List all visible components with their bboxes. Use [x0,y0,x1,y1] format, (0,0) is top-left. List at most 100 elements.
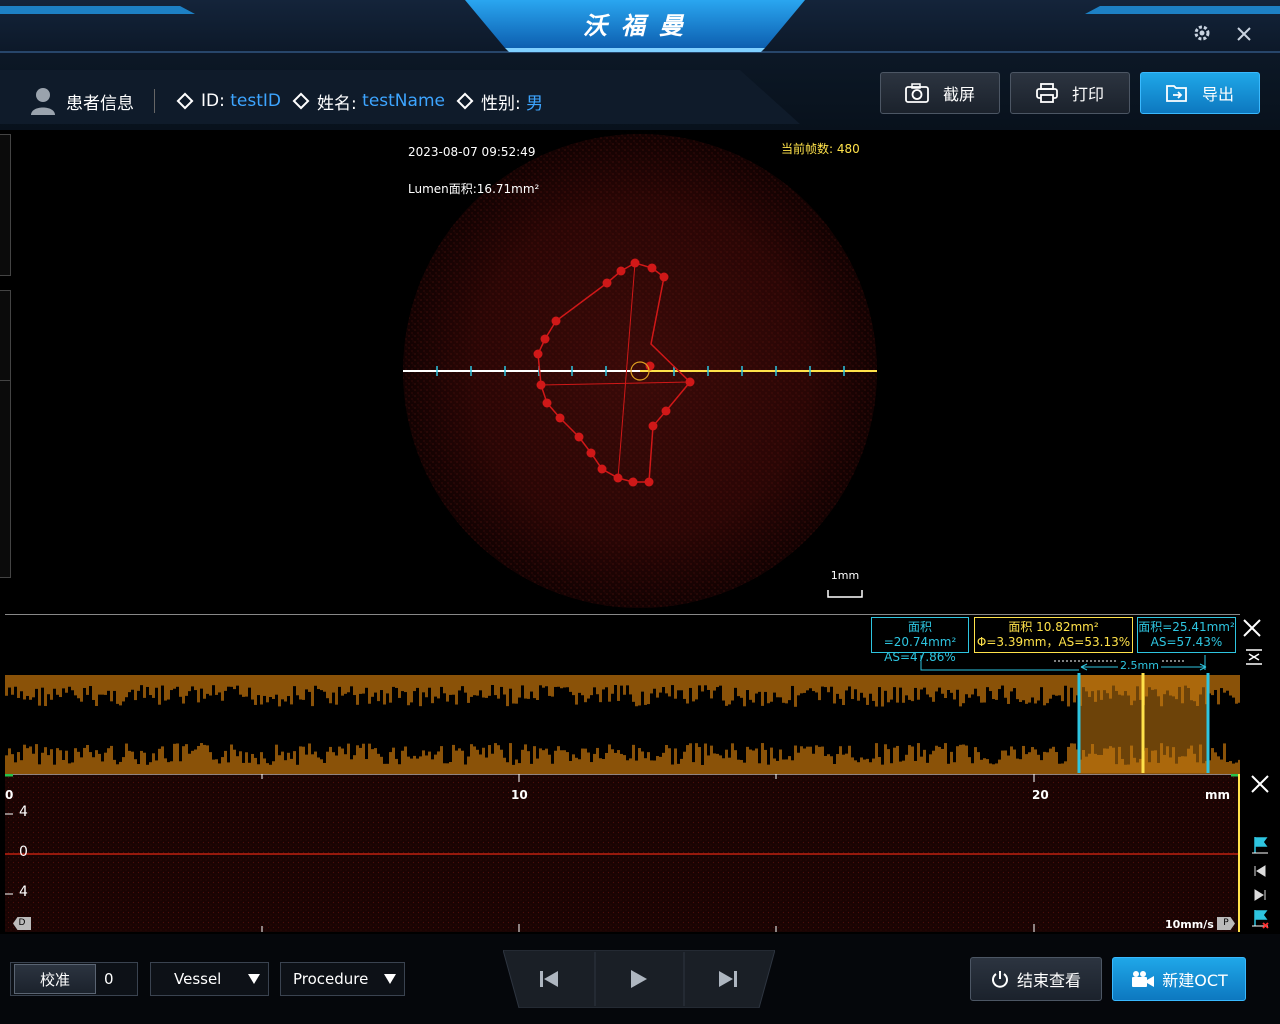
patient-section-label: 患者信息 [66,93,134,114]
export-label: 导出 [1201,85,1234,104]
lumen-band [5,685,1240,765]
longitudinal-view[interactable] [5,614,1240,775]
frame-timestamp: 2023-08-07 09:52:49 [408,145,536,159]
diamond-icon [456,92,474,110]
calibrate-group: 校准 0 [10,962,138,996]
add-bookmark-button[interactable] [1243,834,1277,856]
vessel-select-value: Vessel [174,970,222,988]
x-tick-10: 10 [511,788,528,802]
close-icon [1243,619,1261,637]
end-view-label: 结束查看 [1016,971,1081,990]
calibrate-button[interactable]: 校准 [14,964,96,994]
distal-marker[interactable]: D [13,917,31,930]
x-unit: mm [1205,788,1231,802]
patient-name-label: 姓名: [317,93,357,114]
stenosis-length-label: 2.5mm [1118,659,1161,672]
oct-cross-section-view[interactable] [0,130,1270,614]
close-pullback-button[interactable] [1250,774,1272,796]
power-icon [992,971,1008,988]
scale-bar [827,590,863,598]
measure-right-line1: 面积=25.41mm² [1138,620,1235,634]
x-tick-20: 20 [1032,788,1049,802]
prev-bookmark-button[interactable] [1243,860,1277,882]
chevron-down-icon [248,974,260,984]
collapse-icon [1246,649,1262,665]
calibrate-value[interactable]: 0 [104,970,114,988]
pullback-speed: 10mm/s [1165,918,1214,931]
lumen-area-readout: Lumen面积:16.71mm² [408,182,540,196]
left-panel-tab-3[interactable] [0,380,11,578]
header-decor [0,70,800,124]
procedure-select[interactable]: Procedure [280,962,405,996]
diamond-icon [292,92,310,110]
measure-box-center[interactable]: 面积 10.82mm² Φ=3.39mm，AS=53.13% [974,617,1133,653]
diameter-line-1 [617,262,636,479]
lumen-contour[interactable] [537,262,692,483]
prev-icon [1254,865,1266,877]
current-frame-readout: 当前帧数: 480 [781,140,860,157]
previous-frame-button[interactable] [505,952,593,1006]
end-view-button[interactable]: 结束查看 [970,957,1102,1001]
vessel-select[interactable]: Vessel [150,962,269,996]
close-window-button[interactable] [1232,24,1256,48]
measure-box-left[interactable]: 面积=20.74mm² AS=47.86% [871,617,969,664]
procedure-select-value: Procedure [293,970,369,988]
screenshot-button[interactable]: 截屏 [880,72,1000,114]
measure-left-line2: AS=47.86% [884,650,956,664]
export-icon [1166,85,1187,102]
diameter-line-2 [650,276,665,345]
divider [154,89,155,113]
patient-info: 患者信息 ID: testID 姓名: testName 性别: 男 [30,86,543,116]
longitudinal-image [5,655,1240,775]
measure-center-line1: 面积 10.82mm² [1008,620,1099,634]
video-camera-icon [1132,971,1155,987]
close-lmode-button[interactable] [1242,618,1264,640]
left-panel-tab-2[interactable] [0,290,11,382]
print-label: 打印 [1071,85,1104,104]
patient-id-value: testID [230,91,282,111]
settings-button[interactable] [1190,24,1214,48]
close-icon [1251,775,1269,793]
contour-control-points[interactable] [533,258,695,487]
patient-sex-value: 男 [526,93,544,114]
next-bookmark-button[interactable] [1243,884,1277,906]
print-button[interactable]: 打印 [1010,72,1130,114]
calibrate-label: 校准 [39,970,70,989]
diamond-icon [176,92,194,110]
next-frame-button[interactable] [684,952,772,1006]
user-icon [31,88,55,115]
patient-sex-label: 性别: [480,93,521,114]
pullback-speckle [5,774,1240,932]
close-icon [1237,27,1251,41]
pullback-image [5,774,1240,932]
y-tick-bottom: 4 [19,884,28,900]
current-frame-label: 当前帧数: [781,142,834,156]
play-icon [631,970,647,988]
proximal-marker[interactable]: P [1217,917,1235,930]
screenshot-label: 截屏 [942,85,975,104]
scale-bar-label: 1mm [830,569,860,582]
x-tick-0: 0 [5,788,14,802]
catheter-marker [630,361,650,381]
measure-right-line2: AS=57.43% [1150,635,1223,649]
new-oct-label: 新建OCT [1162,971,1228,990]
left-panel-tab-1[interactable] [0,134,11,276]
title-bar-decor [0,6,1280,53]
measure-center-line2: Φ=3.39mm，AS=53.13% [976,635,1131,649]
next-icon [1254,889,1266,901]
pullback-view[interactable] [5,774,1240,932]
delete-bookmark-button[interactable] [1243,908,1277,930]
gear-icon [1194,25,1210,41]
title-tab [465,0,805,52]
patient-id-label: ID: [201,91,225,111]
step-forward-icon [719,971,737,987]
left-callout-line [920,655,1079,671]
measure-box-right[interactable]: 面积=25.41mm² AS=57.43% [1137,617,1236,653]
camera-icon [905,83,929,103]
collapse-lmode-button[interactable] [1244,648,1266,668]
export-button[interactable]: 导出 [1140,72,1260,114]
new-oct-button[interactable]: 新建OCT [1112,957,1246,1001]
play-button[interactable] [594,952,682,1006]
measure-left-line1: 面积=20.74mm² [883,620,957,649]
diameter-line-3 [540,381,691,386]
